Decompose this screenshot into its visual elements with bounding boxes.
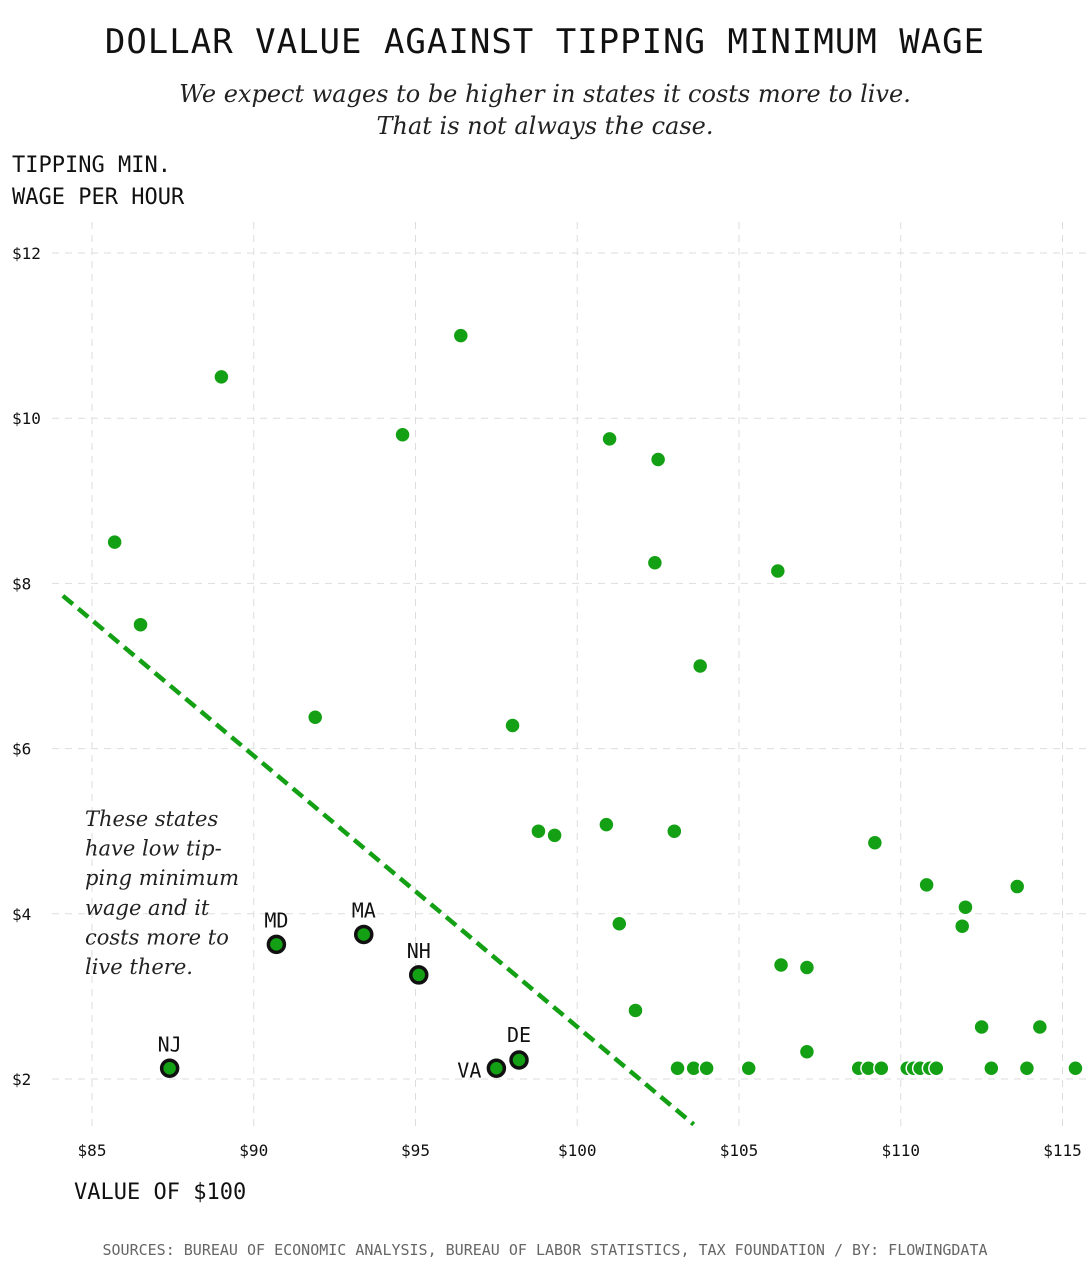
data-point <box>973 1018 990 1036</box>
data-point <box>798 1043 816 1060</box>
data-point <box>627 1002 644 1019</box>
highlighted-point <box>408 965 429 985</box>
data-point <box>953 917 971 935</box>
reference-line <box>61 594 696 1127</box>
point-label: MD <box>264 908 288 932</box>
annotation-group: These states have low tip-ping minimum wag… <box>85 807 239 979</box>
point-label: DE <box>507 1023 531 1047</box>
data-point <box>918 876 935 894</box>
y-tick-label: $10 <box>12 409 41 428</box>
data-point <box>106 533 123 551</box>
chart-title: DOLLAR VALUE AGAINST TIPPING MINIMUM WAG… <box>104 22 986 62</box>
highlighted-point <box>353 924 374 945</box>
data-point <box>1067 1060 1084 1077</box>
annotation-line: wage and it <box>85 896 210 920</box>
source-credit: SOURCES: BUREAU OF ECONOMIC ANALYSIS, BU… <box>102 1241 988 1259</box>
annotation-line: costs more to <box>85 925 229 949</box>
y-tick-label: $6 <box>12 740 31 759</box>
grid-lines <box>52 222 1090 1128</box>
x-tick-label: $105 <box>720 1141 759 1160</box>
subtitle-line-2: That is not always the case. <box>376 112 714 140</box>
annotation-line: These states <box>85 807 218 831</box>
y-axis-label-line-1: TIPPING MIN. <box>12 153 171 178</box>
y-tick-label: $2 <box>12 1070 31 1089</box>
y-tick-label: $4 <box>12 905 31 924</box>
data-point <box>866 834 884 852</box>
chart-subtitle: We expect wages to be higher in states i… <box>0 78 1090 142</box>
data-point <box>669 1060 686 1077</box>
data-point <box>769 562 787 580</box>
annotation-text: These states have low tip-ping minimum wag… <box>85 807 239 979</box>
highlighted-point <box>486 1058 507 1079</box>
point-label: VA <box>457 1058 481 1082</box>
data-point <box>611 915 628 932</box>
data-point <box>394 426 411 443</box>
y-tick-labels: $2 $4 $6 $8 $10 $12 <box>12 244 41 1089</box>
data-point <box>452 327 470 344</box>
x-tick-label: $85 <box>78 1141 107 1160</box>
data-point <box>983 1060 1000 1077</box>
data-point <box>1018 1060 1036 1077</box>
y-tick-label: $8 <box>12 574 31 593</box>
annotation-line: ping minimum <box>85 866 239 890</box>
annotation-line: have low tip- <box>85 837 222 861</box>
data-point <box>798 959 816 976</box>
data-point <box>1008 878 1026 895</box>
data-point <box>546 827 563 844</box>
subtitle-line-1: We expect wages to be higher in states i… <box>179 80 911 108</box>
data-points <box>106 327 1084 1077</box>
x-tick-label: $100 <box>558 1141 597 1160</box>
data-point <box>1031 1018 1049 1036</box>
data-point <box>649 451 667 468</box>
x-tick-label: $95 <box>401 1141 430 1160</box>
data-point <box>740 1060 757 1077</box>
reference-line-group <box>61 594 696 1127</box>
data-point <box>306 708 324 726</box>
highlighted-points: NJ MD MA NH VA DE <box>158 898 531 1082</box>
data-point <box>772 956 790 974</box>
y-axis-label-line-2: WAGE PER HOUR <box>12 185 185 210</box>
data-point <box>698 1060 715 1077</box>
data-point <box>598 816 615 833</box>
y-tick-label: $12 <box>12 244 41 263</box>
data-point <box>873 1060 890 1077</box>
data-point <box>928 1060 945 1077</box>
highlighted-point <box>266 934 287 955</box>
data-point <box>666 822 683 840</box>
x-tick-label: $115 <box>1043 1141 1082 1160</box>
x-tick-label: $110 <box>881 1141 920 1160</box>
x-axis-label: VALUE OF $100 <box>74 1180 247 1205</box>
highlighted-point <box>159 1058 180 1079</box>
y-axis-label: TIPPING MIN. WAGE PER HOUR <box>12 150 184 214</box>
data-point <box>213 368 230 386</box>
data-point <box>530 822 547 840</box>
point-label: MA <box>352 898 376 922</box>
data-point <box>504 717 521 734</box>
data-point <box>646 554 664 571</box>
data-point <box>691 657 709 675</box>
x-tick-label: $90 <box>239 1141 268 1160</box>
data-point <box>601 430 618 448</box>
data-point <box>957 898 974 916</box>
point-label: NH <box>407 939 431 963</box>
data-point <box>132 616 149 633</box>
x-tick-labels: $85 $90 $95 $100 $105 $110 $115 <box>78 1141 1082 1160</box>
annotation-line: live there. <box>85 955 193 979</box>
point-label: NJ <box>158 1032 182 1056</box>
highlighted-point <box>509 1050 529 1070</box>
